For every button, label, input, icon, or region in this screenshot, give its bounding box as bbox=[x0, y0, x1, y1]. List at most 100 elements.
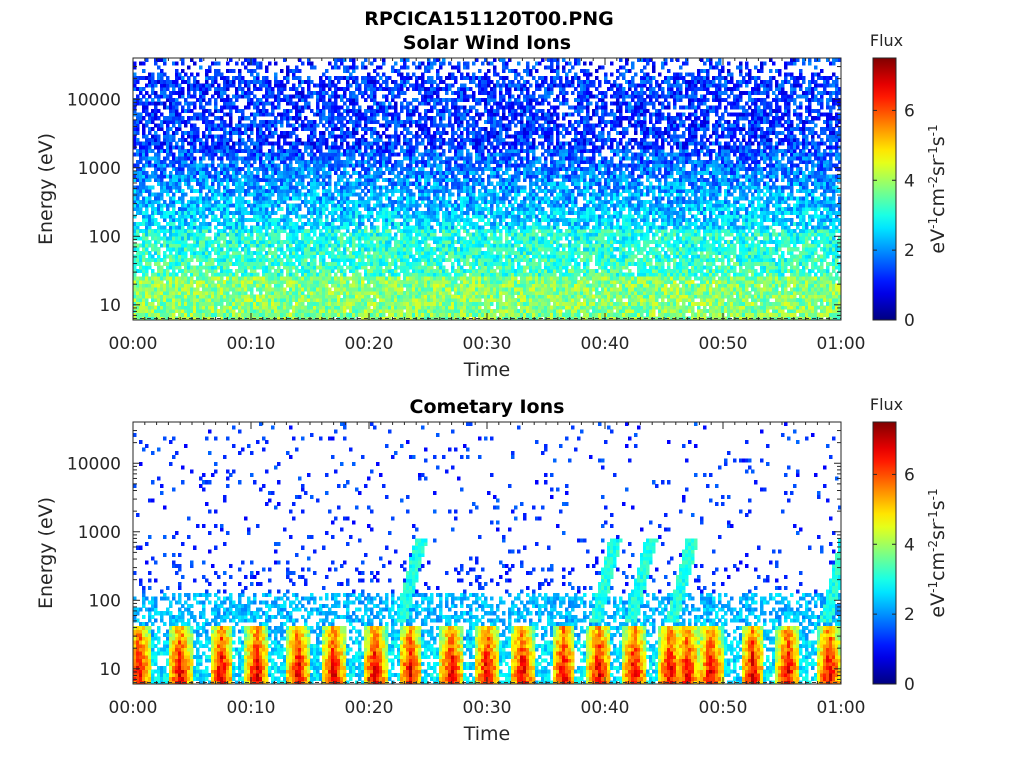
flux-cell bbox=[259, 185, 263, 190]
flux-cell bbox=[238, 254, 242, 259]
flux-cell bbox=[388, 170, 392, 175]
flux-cell bbox=[250, 232, 254, 237]
flux-cell bbox=[325, 290, 329, 295]
flux-cell bbox=[331, 243, 335, 248]
flux-cell bbox=[370, 301, 374, 306]
flux-cell bbox=[283, 261, 287, 266]
flux-cell bbox=[364, 130, 368, 135]
flux-cell bbox=[370, 214, 374, 219]
flux-cell bbox=[265, 214, 269, 219]
flux-cell bbox=[142, 141, 146, 146]
flux-cell bbox=[301, 290, 305, 295]
flux-cell bbox=[298, 261, 302, 266]
flux-cell bbox=[253, 123, 257, 128]
flux-cell bbox=[310, 254, 314, 259]
flux-cell bbox=[358, 185, 362, 190]
flux-cell bbox=[277, 254, 281, 259]
flux-cell bbox=[133, 203, 137, 208]
flux-cell bbox=[388, 254, 392, 259]
flux-cell bbox=[334, 116, 338, 121]
flux-cell bbox=[340, 119, 344, 124]
flux-cell bbox=[286, 207, 290, 212]
flux-cell bbox=[286, 68, 290, 73]
flux-cell bbox=[295, 309, 299, 314]
flux-cell bbox=[154, 90, 158, 95]
flux-cell bbox=[355, 141, 359, 146]
flux-cell bbox=[343, 58, 347, 63]
flux-cell bbox=[340, 76, 344, 81]
flux-cell bbox=[259, 134, 263, 139]
flux-cell bbox=[199, 210, 203, 215]
flux-cell bbox=[172, 261, 176, 266]
flux-cell bbox=[196, 116, 200, 121]
flux-cell bbox=[265, 269, 269, 274]
flux-cell bbox=[268, 199, 272, 204]
flux-cell bbox=[145, 312, 149, 317]
flux-cell bbox=[316, 298, 320, 303]
flux-cell bbox=[364, 116, 368, 121]
flux-cell bbox=[277, 207, 281, 212]
flux-cell bbox=[187, 316, 191, 321]
flux-cell bbox=[244, 170, 248, 175]
flux-cell bbox=[280, 68, 284, 73]
flux-cell bbox=[208, 68, 212, 73]
flux-cell bbox=[385, 123, 389, 128]
flux-cell bbox=[226, 178, 230, 183]
flux-cell bbox=[349, 210, 353, 215]
flux-cell bbox=[184, 192, 188, 197]
flux-cell bbox=[346, 196, 350, 201]
flux-cell bbox=[193, 61, 197, 66]
flux-cell bbox=[265, 218, 269, 223]
flux-cell bbox=[193, 254, 197, 259]
flux-cell bbox=[319, 98, 323, 103]
flux-cell bbox=[367, 232, 371, 237]
flux-cell bbox=[403, 90, 407, 95]
flux-cell bbox=[256, 218, 260, 223]
flux-cell bbox=[292, 305, 296, 310]
flux-cell bbox=[277, 141, 281, 146]
flux-cell bbox=[400, 119, 404, 124]
flux-cell bbox=[394, 279, 398, 285]
flux-cell bbox=[394, 243, 398, 248]
flux-cell bbox=[211, 210, 215, 215]
flux-cell bbox=[142, 116, 146, 121]
flux-cell bbox=[376, 170, 380, 175]
flux-cell bbox=[379, 152, 383, 157]
flux-cell bbox=[328, 108, 332, 113]
flux-cell bbox=[334, 261, 338, 266]
flux-cell bbox=[184, 272, 188, 277]
flux-cell bbox=[169, 119, 173, 124]
flux-cell bbox=[361, 76, 365, 81]
flux-cell bbox=[268, 214, 272, 219]
flux-cell bbox=[241, 90, 245, 95]
flux-cell bbox=[250, 250, 254, 255]
flux-cell bbox=[346, 229, 350, 234]
flux-cell bbox=[256, 145, 260, 150]
flux-cell bbox=[259, 138, 263, 143]
flux-cell bbox=[310, 79, 314, 84]
flux-cell bbox=[178, 232, 182, 237]
flux-cell bbox=[244, 141, 248, 146]
flux-cell bbox=[274, 221, 278, 226]
flux-cell bbox=[133, 272, 137, 277]
flux-cell bbox=[280, 134, 284, 139]
flux-cell bbox=[187, 156, 191, 161]
flux-cell bbox=[250, 279, 254, 285]
flux-cell bbox=[148, 199, 152, 204]
flux-cell bbox=[247, 178, 251, 183]
flux-cell bbox=[283, 178, 287, 183]
flux-cell bbox=[205, 167, 209, 172]
flux-cell bbox=[217, 87, 221, 92]
flux-cell bbox=[223, 229, 227, 234]
flux-cell bbox=[295, 229, 299, 234]
flux-cell bbox=[331, 199, 335, 204]
flux-cell bbox=[277, 261, 281, 266]
flux-cell bbox=[166, 116, 170, 121]
flux-cell bbox=[253, 189, 257, 194]
flux-cell bbox=[304, 283, 308, 288]
flux-cell bbox=[340, 290, 344, 295]
flux-cell bbox=[181, 163, 185, 168]
flux-cell bbox=[262, 141, 266, 146]
flux-cell bbox=[232, 229, 236, 234]
flux-cell bbox=[229, 283, 233, 288]
